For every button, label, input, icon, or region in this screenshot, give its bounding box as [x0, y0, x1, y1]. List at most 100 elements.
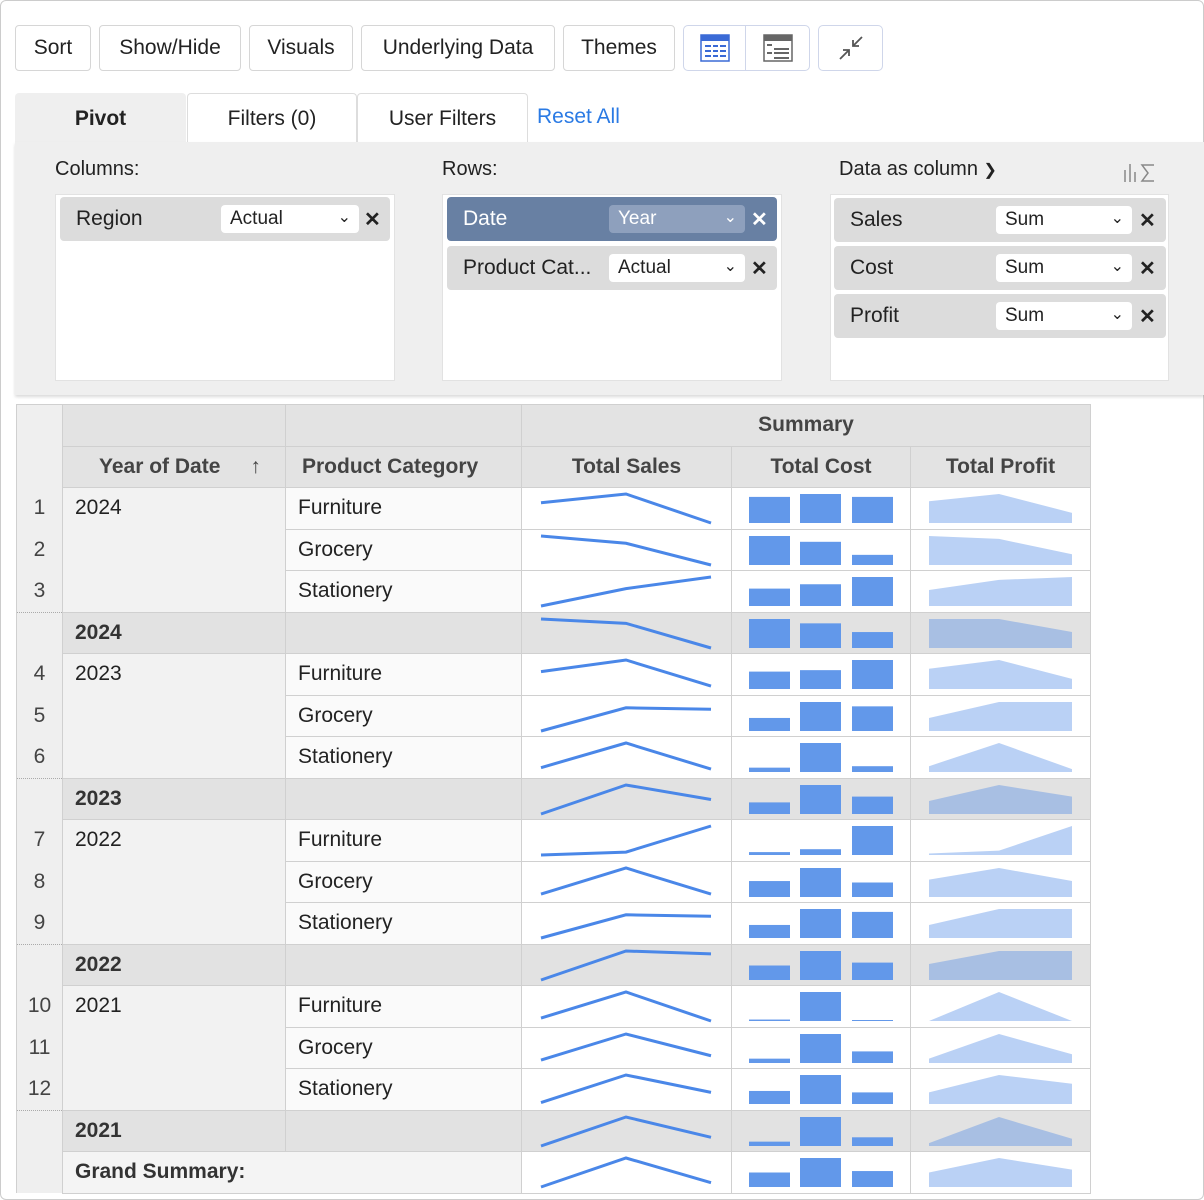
remove-icon[interactable]: ✕ — [751, 257, 768, 280]
chevron-down-icon: ❯ — [983, 162, 997, 179]
profit-sparkline — [929, 701, 1072, 731]
field-name: Region — [76, 207, 143, 230]
tab-pivot[interactable]: Pivot — [15, 93, 186, 143]
remove-icon[interactable]: ✕ — [364, 208, 381, 231]
total-sales-header[interactable]: Total Sales — [521, 445, 732, 488]
aggregation-select[interactable]: Sum ⌄ — [996, 302, 1132, 330]
sales-line — [540, 990, 712, 1023]
year-of-date-header[interactable]: Year of Date ↑ — [62, 445, 286, 488]
row-field-date[interactable]: Date Year ⌄ ✕ — [447, 197, 777, 241]
profit-cell — [910, 611, 1091, 654]
table-row[interactable]: 10 2021 Furniture — [16, 985, 1091, 1111]
cost-cell — [731, 777, 911, 820]
cost-bar — [749, 717, 790, 731]
sales-cell — [521, 487, 732, 530]
profit-sparkline — [929, 1158, 1072, 1188]
cost-sparkline — [749, 909, 893, 939]
profit-sparkline — [929, 950, 1072, 980]
aggregation-value: Year — [618, 208, 657, 229]
table-row[interactable]: 8 Grocery — [16, 860, 1091, 903]
row-number: 5 — [16, 695, 63, 737]
remove-icon[interactable]: ✕ — [1139, 257, 1156, 280]
data-field-cost[interactable]: Cost Sum ⌄ ✕ — [834, 246, 1166, 290]
subtotal-row[interactable]: 2021 — [16, 1109, 1091, 1152]
sales-line — [540, 741, 712, 771]
cost-bar — [749, 535, 790, 565]
sigma-chart-icon[interactable] — [1122, 160, 1158, 184]
sales-sparkline — [540, 706, 712, 733]
sales-cell — [521, 570, 732, 613]
cost-bar — [749, 671, 790, 690]
tab-filters[interactable]: Filters (0) — [187, 93, 357, 143]
aggregation-select[interactable]: Actual ⌄ — [221, 205, 359, 233]
summary-header: Summary — [521, 404, 1091, 447]
cost-bar — [800, 743, 841, 773]
collapse-button[interactable] — [818, 25, 883, 71]
cost-cell — [731, 860, 911, 903]
table-row[interactable]: 4 2023 Furniture — [16, 653, 1091, 779]
cost-bar — [800, 992, 841, 1022]
aggregation-select[interactable]: Sum ⌄ — [996, 254, 1132, 282]
profit-sparkline — [929, 1116, 1072, 1146]
total-cost-header[interactable]: Total Cost — [731, 445, 911, 488]
product-category-header[interactable]: Product Category — [285, 445, 522, 488]
subtotal-row[interactable]: 2024 — [16, 611, 1091, 654]
aggregation-select[interactable]: Actual ⌄ — [609, 254, 745, 282]
data-as-column-dropdown[interactable]: Data as column ❯ — [839, 158, 997, 181]
sales-sparkline — [540, 913, 712, 940]
cost-bar — [800, 849, 841, 856]
remove-icon[interactable]: ✕ — [751, 208, 768, 231]
visuals-button[interactable]: Visuals — [249, 25, 353, 71]
remove-icon[interactable]: ✕ — [1139, 209, 1156, 232]
cost-sparkline — [749, 1158, 893, 1188]
cost-bar — [800, 950, 841, 980]
aggregation-select[interactable]: Sum ⌄ — [996, 206, 1132, 234]
profit-sparkline — [929, 535, 1072, 565]
sales-sparkline — [540, 658, 712, 688]
reset-all-link[interactable]: Reset All — [537, 105, 620, 128]
cost-bar — [800, 1033, 841, 1063]
table-row[interactable]: 1 2024 Furniture — [16, 487, 1091, 613]
category-cell: Grocery — [285, 1026, 522, 1069]
data-field-sales[interactable]: Sales Sum ⌄ ✕ — [834, 198, 1166, 242]
table-row[interactable]: 7 2022 Furniture — [16, 819, 1091, 945]
tab-user-filters[interactable]: User Filters — [357, 93, 528, 143]
subtotal-category — [285, 1109, 522, 1152]
chevron-down-icon: ⌄ — [1110, 306, 1124, 323]
grand-summary-row[interactable]: Grand Summary: — [16, 1151, 1091, 1194]
compact-view-button[interactable] — [745, 25, 810, 71]
underlying-data-button[interactable]: Underlying Data — [361, 25, 555, 71]
subtotal-row[interactable]: 2023 — [16, 777, 1091, 820]
table-row[interactable]: 12 Stationery — [16, 1068, 1091, 1111]
sales-sparkline — [540, 783, 712, 816]
cost-sparkline — [749, 784, 893, 814]
profit-area — [929, 909, 1072, 939]
show-hide-button[interactable]: Show/Hide — [99, 25, 241, 71]
sales-line — [540, 1156, 712, 1189]
tabular-view-button[interactable] — [683, 25, 746, 71]
column-field-region[interactable]: Region Actual ⌄ ✕ — [60, 197, 390, 241]
subtotal-row[interactable]: 2022 — [16, 943, 1091, 986]
table-row[interactable]: 3 Stationery — [16, 570, 1091, 613]
cost-bar — [749, 1172, 790, 1188]
cost-bar — [852, 962, 893, 980]
sort-button[interactable]: Sort — [15, 25, 91, 71]
aggregation-value: Sum — [1005, 209, 1045, 230]
total-profit-header[interactable]: Total Profit — [910, 445, 1091, 488]
cost-bar — [749, 1141, 790, 1146]
table-row[interactable]: 9 Stationery — [16, 902, 1091, 945]
aggregation-select[interactable]: Year ⌄ — [609, 205, 745, 233]
pivot-table: Summary Year of Date ↑ Product Category T… — [16, 404, 1091, 1194]
sort-ascending-icon[interactable]: ↑ — [250, 454, 261, 478]
cost-bar — [852, 882, 893, 897]
sales-sparkline — [540, 990, 712, 1023]
table-row[interactable]: 5 Grocery — [16, 694, 1091, 737]
remove-icon[interactable]: ✕ — [1139, 305, 1156, 328]
sales-cell — [521, 1109, 732, 1152]
data-field-profit[interactable]: Profit Sum ⌄ ✕ — [834, 294, 1166, 338]
profit-sparkline — [929, 1033, 1072, 1063]
cost-bar — [852, 577, 893, 607]
row-field-product-category[interactable]: Product Cat... Actual ⌄ ✕ — [447, 246, 777, 290]
table-row[interactable]: 6 Stationery — [16, 736, 1091, 779]
themes-button[interactable]: Themes — [563, 25, 675, 71]
